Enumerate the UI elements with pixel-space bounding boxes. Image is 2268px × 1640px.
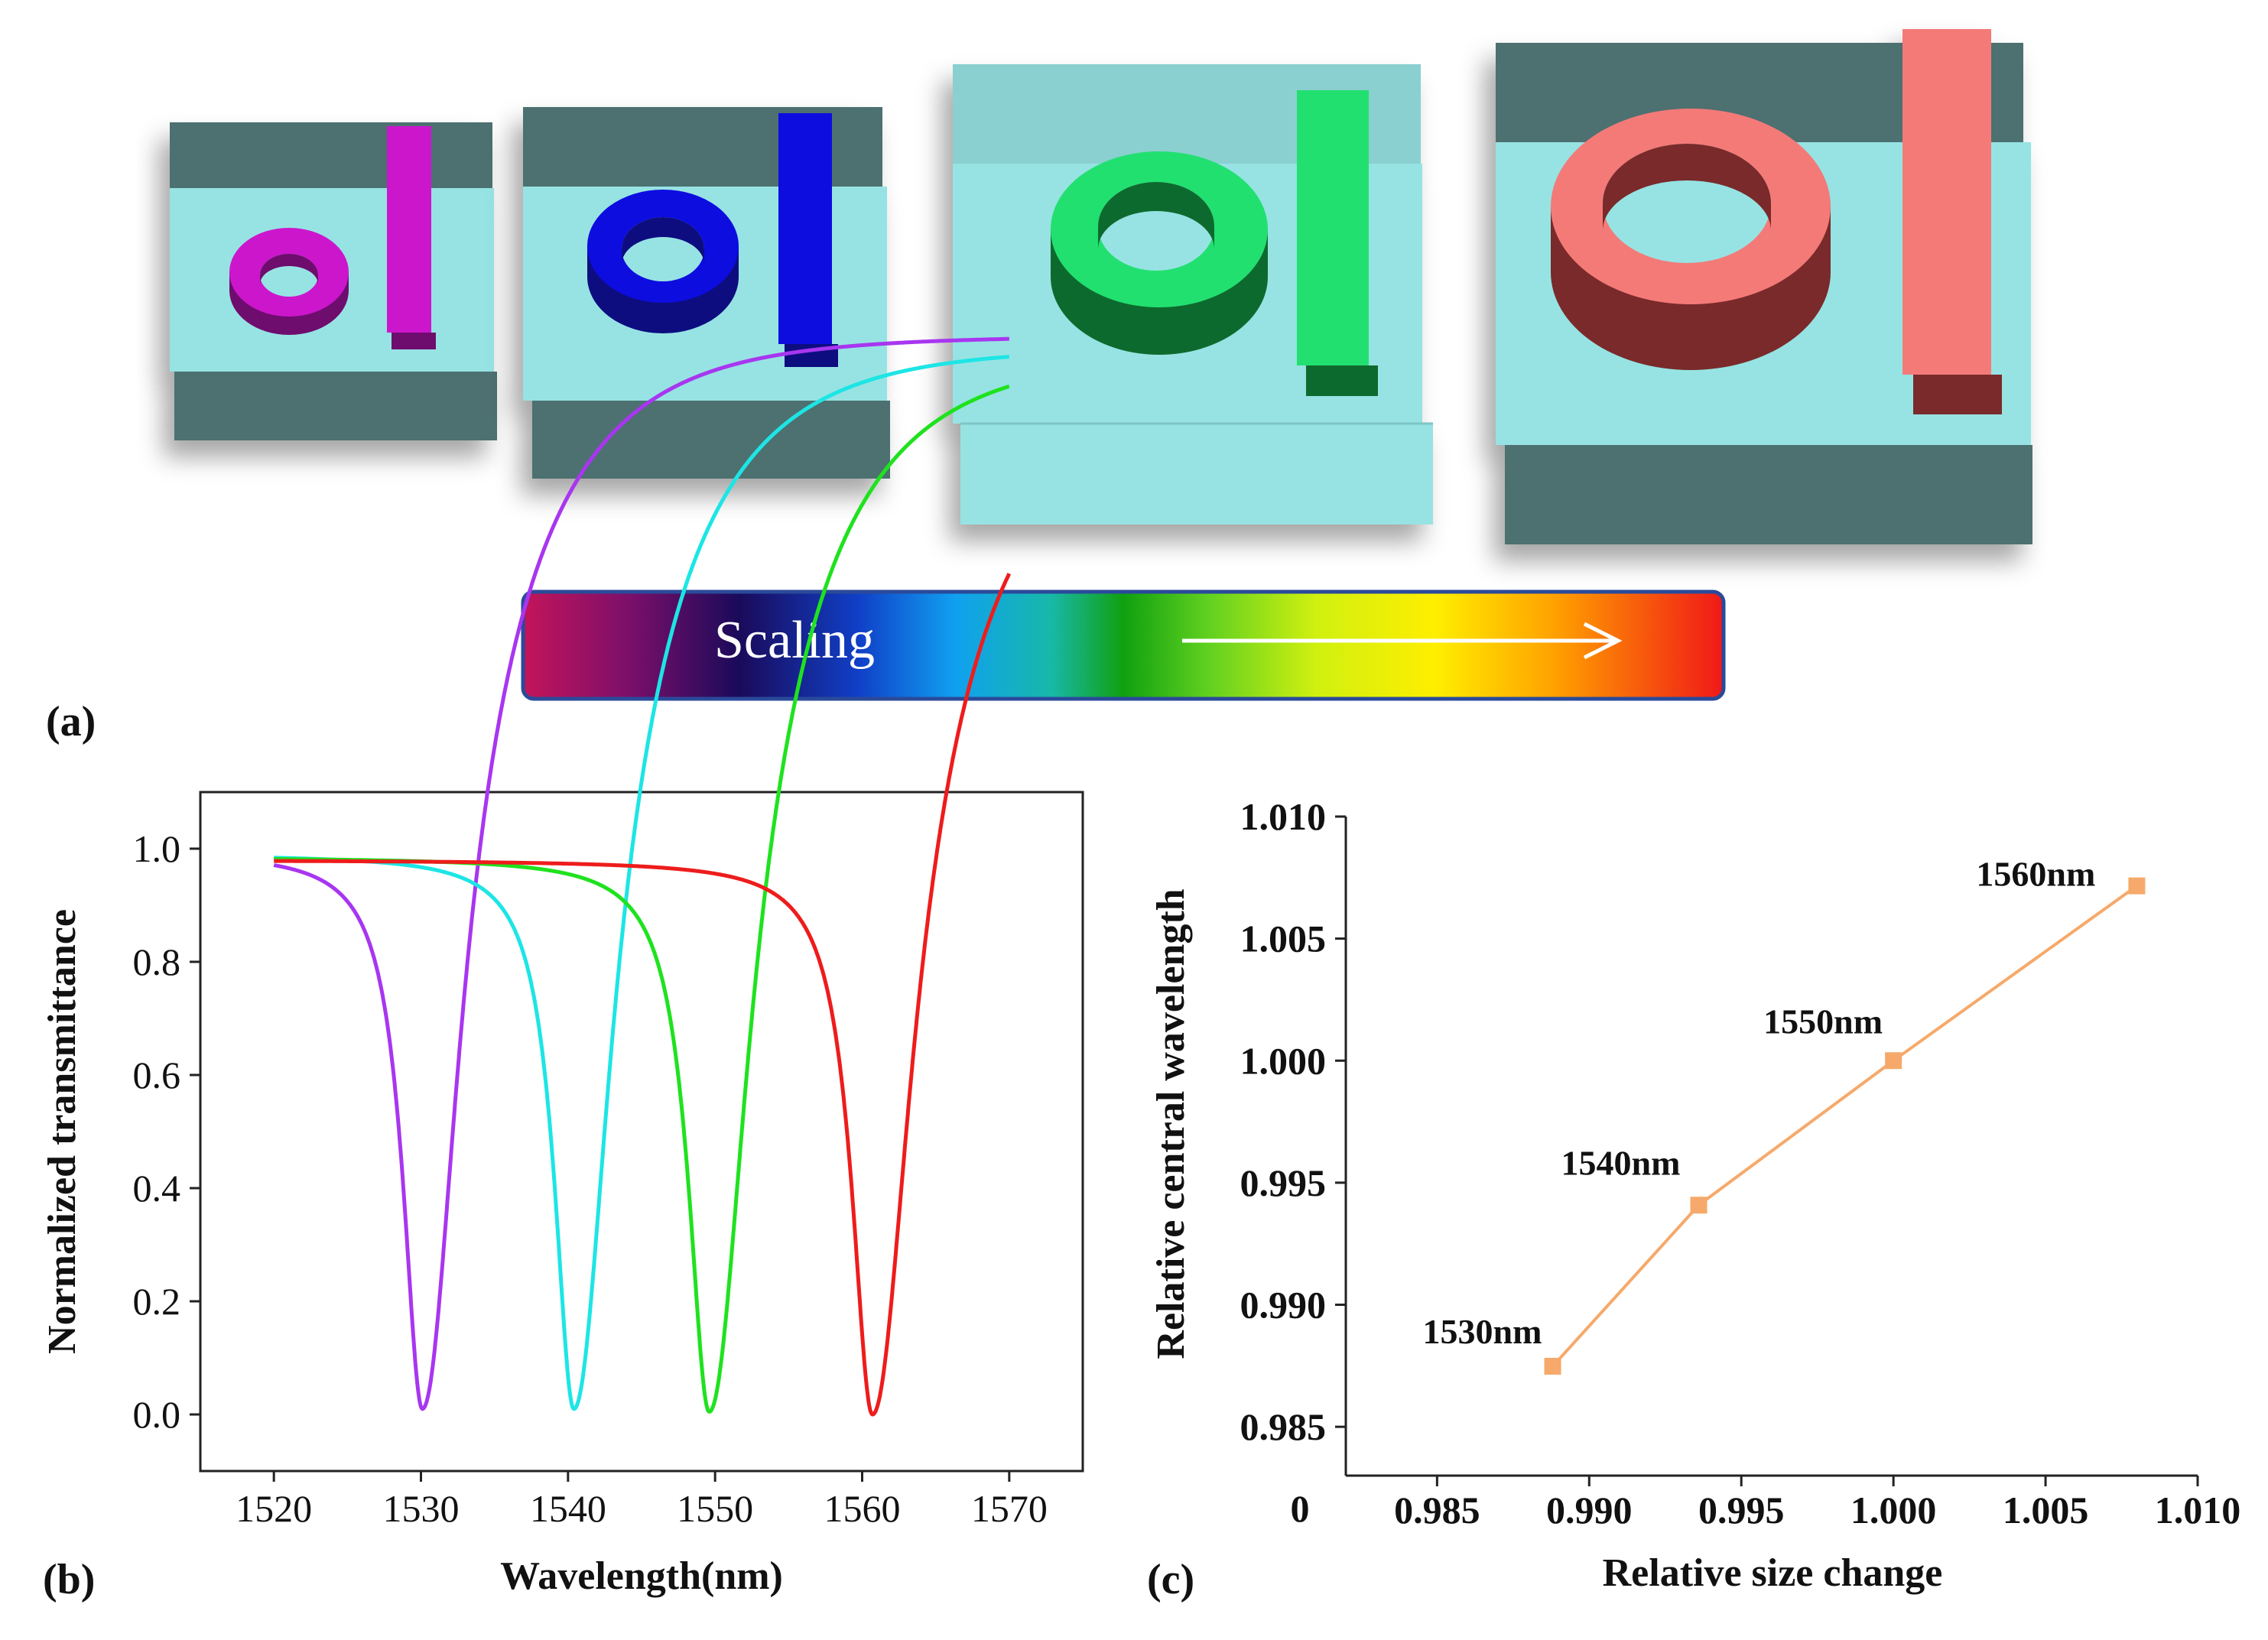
c-ytick-label: 0.990 xyxy=(1240,1284,1327,1327)
b-ylabel: Normalized transmittance xyxy=(41,909,84,1354)
c-point-label: 1540nm xyxy=(1561,1143,1681,1182)
c-xlabel: Relative size change xyxy=(1603,1551,1943,1595)
b-ytick-label: 0.0 xyxy=(133,1393,181,1436)
c-x-axis: 0.985 0.990 0.995 1.000 1.005 1.010 xyxy=(1394,1476,2240,1531)
c-xtick-label: 0.990 xyxy=(1546,1489,1633,1531)
c-xtick-label: 1.005 xyxy=(2003,1489,2089,1531)
c-data-point xyxy=(2128,877,2146,895)
b-xtick-label: 1530 xyxy=(383,1487,460,1530)
bar-salmon xyxy=(1902,29,1991,375)
b-ytick-label: 1.0 xyxy=(133,827,181,870)
c-ytick-label: 1.010 xyxy=(1240,795,1327,838)
c-origin-label: 0 xyxy=(1291,1487,1310,1530)
panel-label-a: (a) xyxy=(46,698,96,745)
c-ytick-label: 0.985 xyxy=(1240,1405,1327,1448)
panel-c: 0.985 0.990 0.995 1.000 1.005 1.010 0.985 0.99… xyxy=(1147,795,2240,1603)
device-block-blue xyxy=(523,107,890,479)
device-block-magenta xyxy=(170,122,497,440)
c-ytick-label: 0.995 xyxy=(1240,1161,1327,1204)
b-xlabel: Wavelength(nm) xyxy=(500,1554,783,1598)
c-xtick-label: 1.000 xyxy=(1850,1489,1937,1531)
panel-a: Scaling (a) xyxy=(46,29,2032,745)
b-ytick-label: 0.4 xyxy=(133,1167,181,1210)
arrow-icon xyxy=(1583,622,1623,660)
c-ytick-label: 1.000 xyxy=(1240,1039,1327,1082)
b-xtick-label: 1570 xyxy=(971,1487,1048,1530)
device-block-green xyxy=(953,64,1433,524)
bar-green xyxy=(1297,90,1369,365)
plot-b-frame xyxy=(199,791,1084,1473)
b-y-axis: 0.0 0.2 0.4 0.6 0.8 1.0 xyxy=(133,827,200,1436)
bar-magenta xyxy=(387,126,431,333)
b-series-line-1560nm xyxy=(272,573,1012,1417)
panel-label-c: (c) xyxy=(1147,1556,1194,1603)
c-data-point xyxy=(1885,1052,1902,1070)
c-ylabel: Relative central wavelength xyxy=(1149,888,1193,1359)
b-xtick-label: 1540 xyxy=(530,1487,606,1530)
c-series-group: 1530nm 1540nm 1550nm 1560nm xyxy=(1423,855,2146,1375)
b-ytick-label: 0.6 xyxy=(133,1054,181,1096)
b-xtick-label: 1560 xyxy=(824,1487,901,1530)
c-ytick-label: 1.005 xyxy=(1240,917,1327,960)
b-xtick-label: 1520 xyxy=(236,1487,312,1530)
scaling-bar: Scaling xyxy=(521,589,1726,701)
b-series-line-1530nm xyxy=(272,336,1011,1411)
c-xtick-label: 0.985 xyxy=(1394,1489,1480,1531)
panel-b: 0.00.20.40.60.81.0 1520 1530 1540 1550 1560 1… xyxy=(41,336,1084,1603)
b-ytick-label: 0.2 xyxy=(133,1280,181,1323)
c-xtick-label: 1.010 xyxy=(2155,1489,2241,1531)
device-block-salmon xyxy=(1496,29,2032,544)
c-point-label: 1560nm xyxy=(1976,855,2095,894)
c-point-label: 1530nm xyxy=(1423,1312,1542,1351)
scaling-label: Scaling xyxy=(714,611,875,670)
b-series-line-1540nm xyxy=(272,355,1011,1411)
panel-label-b: (b) xyxy=(43,1556,95,1603)
bar-blue xyxy=(778,113,832,344)
b-x-axis: 1520 1530 1540 1550 1560 1570 xyxy=(236,1471,1048,1530)
c-data-point xyxy=(1544,1357,1561,1375)
c-data-point xyxy=(1690,1197,1707,1214)
c-y-axis: 0.985 0.990 0.995 1.000 1.005 1.010 xyxy=(1240,795,1346,1448)
c-point-label: 1550nm xyxy=(1763,1002,1883,1041)
c-xtick-label: 0.995 xyxy=(1698,1489,1785,1531)
c-series-line xyxy=(1552,885,2138,1368)
b-series-group xyxy=(272,336,1012,1417)
b-xtick-label: 1550 xyxy=(677,1487,753,1530)
b-ytick-label: 0.8 xyxy=(133,940,181,983)
b-series-line-1550nm xyxy=(272,384,1011,1414)
